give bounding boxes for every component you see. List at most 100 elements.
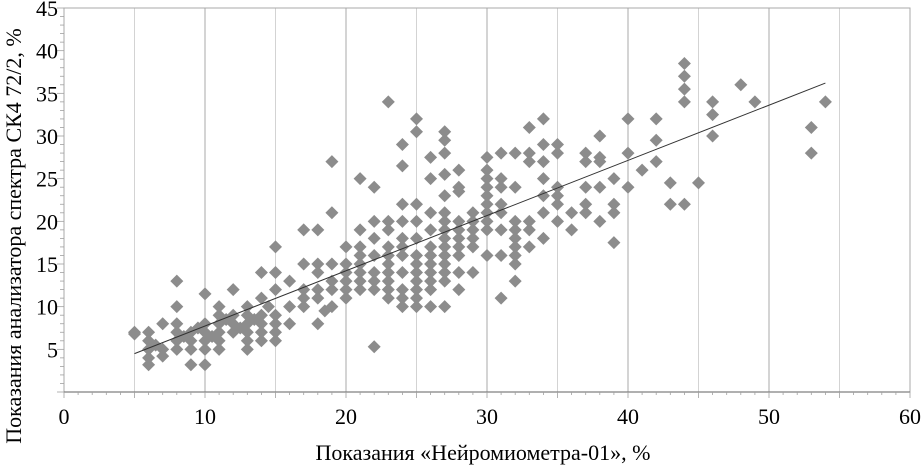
data-point (607, 236, 621, 250)
data-point (438, 214, 452, 228)
y-tick-labels: 5 10 15 20 25 30 35 40 45 (36, 0, 58, 362)
data-point (706, 129, 720, 143)
data-point (607, 206, 621, 220)
data-point (142, 325, 156, 339)
data-point (480, 150, 494, 164)
data-point (635, 163, 649, 177)
x-axis-label: Показания «Нейромиометра-01», % (316, 440, 651, 465)
x-tick-label: 50 (758, 404, 780, 429)
data-point (452, 163, 466, 177)
data-point (677, 197, 691, 211)
data-point (593, 155, 607, 169)
y-axis-label: Показания анализатора спектра СК4 72/2, … (1, 28, 26, 444)
x-tick-labels: 0 10 20 30 40 50 60 (59, 404, 922, 429)
data-point (395, 231, 409, 245)
data-point (607, 172, 621, 186)
data-point (494, 223, 508, 237)
y-tick-label: 25 (36, 167, 58, 192)
data-point (198, 287, 212, 301)
data-point (254, 317, 268, 331)
data-point (410, 283, 423, 297)
data-point (311, 223, 325, 237)
data-point (551, 138, 564, 152)
data-point (522, 120, 536, 134)
data-point (452, 231, 466, 245)
data-point (593, 129, 607, 143)
data-point (663, 176, 677, 190)
data-point (579, 206, 593, 220)
data-point (254, 325, 268, 339)
data-point (494, 206, 508, 220)
data-point (748, 95, 762, 109)
y-tick-label: 35 (36, 81, 58, 106)
data-point (536, 172, 550, 186)
data-point (424, 223, 438, 237)
data-point (283, 274, 297, 288)
data-point (494, 172, 508, 186)
data-point (395, 159, 409, 173)
y-tick-label: 45 (36, 0, 58, 21)
data-point (261, 300, 275, 314)
data-point (677, 95, 691, 109)
data-point (452, 248, 466, 262)
y-tick-label: 20 (36, 209, 58, 234)
data-point (494, 248, 508, 262)
data-point (424, 206, 438, 220)
data-point (128, 327, 141, 341)
data-point (480, 206, 494, 220)
data-point (536, 206, 550, 220)
data-point (649, 155, 663, 169)
data-point (438, 133, 452, 147)
data-point (508, 257, 522, 271)
data-point (395, 283, 409, 297)
data-point (466, 231, 480, 245)
data-point (353, 248, 367, 262)
data-point (480, 223, 494, 237)
data-point (325, 300, 339, 314)
data-point (170, 342, 184, 356)
data-point (480, 214, 494, 228)
data-point (424, 240, 438, 254)
x-tick-label: 10 (194, 404, 216, 429)
data-point (494, 291, 508, 305)
data-point (184, 342, 198, 356)
data-point (480, 163, 494, 177)
data-point (283, 300, 297, 314)
data-point (536, 138, 550, 152)
data-point (311, 266, 325, 280)
data-point (311, 257, 325, 271)
data-point (311, 283, 325, 297)
data-point (269, 266, 282, 280)
data-point (536, 112, 550, 126)
data-point (395, 197, 409, 211)
data-point (508, 274, 522, 288)
data-point (649, 112, 663, 126)
data-point (466, 206, 480, 220)
data-point (381, 283, 395, 297)
data-point (395, 248, 409, 262)
data-point (480, 180, 494, 194)
data-point (410, 300, 423, 314)
data-point (367, 283, 381, 297)
data-point (325, 283, 339, 297)
y-tick-label: 30 (36, 124, 58, 149)
data-point (438, 266, 452, 280)
data-point (311, 291, 325, 305)
data-point (269, 240, 282, 254)
data-point (339, 240, 353, 254)
data-point (508, 180, 522, 194)
data-point (381, 95, 395, 109)
data-point (353, 257, 367, 271)
data-point (452, 223, 466, 237)
data-point (395, 138, 409, 152)
data-point (424, 283, 438, 297)
data-point (283, 317, 297, 331)
data-point (367, 340, 381, 354)
data-point (522, 214, 536, 228)
data-point (551, 146, 564, 160)
data-point (381, 240, 395, 254)
data-point (170, 274, 184, 288)
data-point (551, 197, 564, 211)
data-point (410, 274, 423, 288)
